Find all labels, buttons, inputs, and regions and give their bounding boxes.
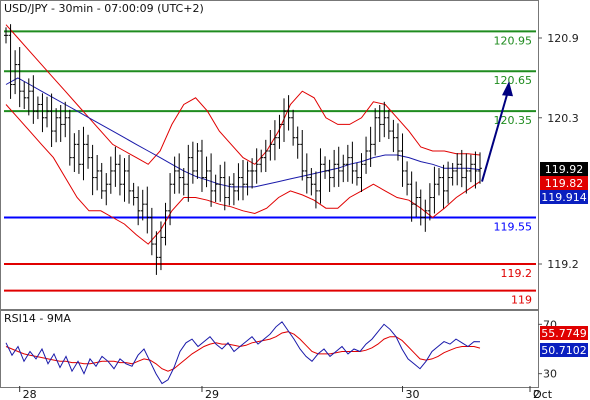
price-tag-box-119.82	[540, 176, 588, 190]
price-tag-box-119.92	[540, 162, 588, 176]
chart-title: USD/JPY - 30min - 07:00:09 (UTC+2)	[4, 2, 204, 15]
rsi-tick-label-30: 30	[543, 368, 557, 381]
rsi-panel-frame	[0, 310, 539, 388]
level-label-119: 119	[511, 294, 532, 307]
price-tick-label-119.2: 119.2	[547, 258, 579, 271]
price-tag-119.92: 119.92	[545, 163, 584, 176]
level-label-119.55: 119.55	[494, 220, 533, 233]
lower-band-line	[5, 104, 481, 245]
rsi-line	[5, 321, 481, 385]
bollinger-bands	[5, 24, 481, 245]
projection-arrow	[481, 81, 513, 182]
projection-line	[481, 90, 509, 182]
rsi-tag-box-0	[540, 326, 588, 340]
level-label-120.95: 120.95	[494, 34, 533, 47]
rsi-label: RSI14 - 9MA	[4, 312, 71, 325]
projection-arrowhead	[502, 81, 513, 97]
rsi-tag-50.7102: 50.7102	[541, 344, 587, 357]
rsi-tag-55.7749: 55.7749	[541, 327, 587, 340]
price-tick-label-120.3: 120.3	[547, 112, 579, 125]
price-tag-box-119.914	[540, 190, 588, 204]
level-label-120.35: 120.35	[494, 114, 533, 127]
rsi-tag-box-1	[540, 343, 588, 357]
price-axis-ticks: 120.9 120.3 119.2	[538, 32, 579, 271]
level-label-120.65: 120.65	[494, 74, 533, 87]
main-panel-frame	[0, 0, 539, 310]
price-bars	[4, 24, 482, 275]
horizontal-levels: 120.95 120.65 120.35 119.55 119.2 119	[4, 30, 536, 307]
time-label-2: 2	[533, 388, 540, 400]
rsi-ma-line	[5, 331, 481, 372]
price-tag-119.82: 119.82	[545, 177, 584, 190]
upper-band-line	[5, 24, 481, 165]
time-label-29: 29	[205, 388, 219, 400]
time-label-28: 28	[23, 388, 37, 400]
price-tick-label-120.9: 120.9	[547, 32, 579, 45]
time-label-30: 30	[406, 388, 420, 400]
time-label-Oct: Oct	[533, 388, 553, 400]
price-tag-119.914: 119.914	[541, 191, 587, 204]
level-label-119.2: 119.2	[501, 267, 533, 280]
